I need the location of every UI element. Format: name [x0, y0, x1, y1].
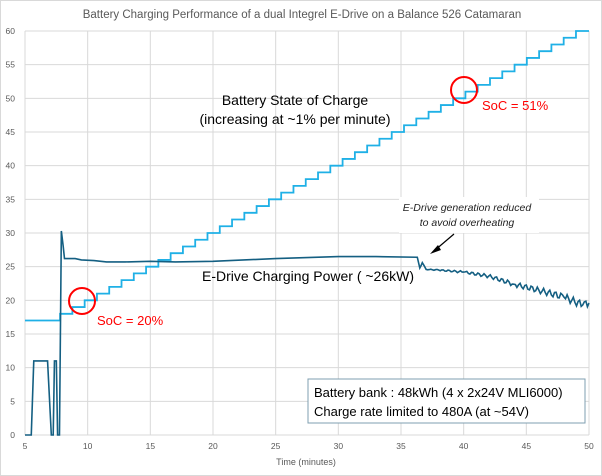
- soc-series-line: [25, 30, 589, 322]
- power-series-label: E-Drive Charging Power ( ~26kW): [202, 268, 414, 284]
- soc-20-label: SoC = 20%: [97, 313, 164, 328]
- y-tick-label: 30: [6, 228, 16, 238]
- x-tick-label: 35: [396, 441, 406, 451]
- chart-title: Battery Charging Performance of a dual I…: [83, 9, 522, 21]
- y-tick-label: 50: [6, 93, 16, 103]
- x-tick-label: 10: [83, 441, 93, 451]
- battery-info-line2: Charge rate limited to 480A (at ~54V): [314, 404, 529, 419]
- x-tick-label: 5: [23, 441, 28, 451]
- power-series-line: [25, 230, 590, 436]
- overheat-arrow: [430, 233, 455, 254]
- x-axis-label: Time (minutes): [276, 457, 336, 467]
- y-tick-label: 5: [10, 396, 15, 406]
- y-tick-label: 60: [6, 26, 16, 36]
- overheat-note-line2: to avoid overheating: [420, 217, 515, 229]
- soc-series-sublabel: (increasing at ~1% per minute): [199, 111, 390, 127]
- y-tick-label: 10: [6, 363, 16, 373]
- y-tick-label: 25: [6, 262, 16, 272]
- soc-20-highlight-circle: [68, 287, 96, 315]
- y-tick-label: 45: [6, 127, 16, 137]
- overheat-note-line1: E-Drive generation reduced: [403, 202, 533, 214]
- x-tick-label: 30: [334, 441, 344, 451]
- soc-series-label: Battery State of Charge: [222, 92, 369, 108]
- soc-51-label: SoC = 51%: [482, 98, 549, 113]
- x-tick-label: 40: [459, 441, 469, 451]
- y-tick-label: 0: [10, 430, 15, 440]
- x-tick-label: 50: [584, 441, 594, 451]
- y-tick-label: 35: [6, 194, 16, 204]
- soc-51-highlight-circle: [450, 76, 478, 104]
- x-tick-label: 15: [146, 441, 156, 451]
- x-tick-label: 20: [208, 441, 218, 451]
- y-tick-label: 15: [6, 329, 16, 339]
- y-tick-label: 55: [6, 60, 16, 70]
- battery-info-line1: Battery bank : 48kWh (4 x 2x24V MLI6000): [314, 385, 563, 400]
- x-tick-label: 25: [271, 441, 281, 451]
- battery-info-box: [307, 378, 586, 424]
- y-tick-label: 20: [6, 295, 16, 305]
- x-tick-label: 45: [522, 441, 532, 451]
- y-tick-label: 40: [6, 161, 16, 171]
